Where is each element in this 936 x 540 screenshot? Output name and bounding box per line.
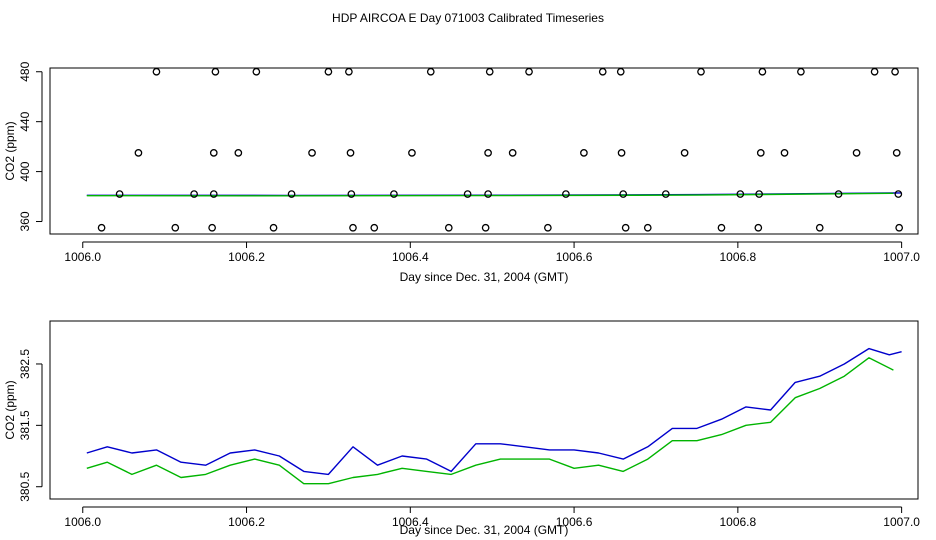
scatter-point — [891, 67, 899, 76]
scatter-point — [234, 149, 243, 157]
bottom-panel: 1006.0 1006.2 1006.4 1006.6 1006.8 1007.0 380.… — [3, 320, 920, 537]
series-line-1 — [86, 347, 902, 476]
x-tick-label: 1007.0 — [883, 250, 920, 264]
scatter-point — [134, 149, 143, 157]
scatter-point — [621, 223, 630, 232]
series-line-2 — [86, 357, 894, 485]
scatter-point — [349, 223, 357, 232]
scatter-point — [895, 223, 904, 232]
scatter-point — [390, 190, 398, 198]
scatter-point — [661, 190, 670, 198]
scatter-point — [463, 190, 472, 198]
scatter-point — [485, 67, 494, 76]
scatter-point — [680, 149, 689, 157]
x-tick-label: 1006.2 — [228, 515, 265, 529]
scatter-point — [287, 190, 296, 198]
scatter-point — [370, 223, 379, 232]
scatter-point — [190, 190, 198, 198]
top-panel: 1006.0 1006.2 1006.4 1006.6 1006.8 1007.0 360 4… — [3, 61, 920, 284]
scatter-point — [211, 67, 220, 76]
scatter-point — [797, 67, 805, 76]
scatter-point — [758, 67, 767, 76]
scatter-point — [152, 67, 161, 76]
y-tick-label: 360 — [18, 211, 32, 231]
scatter-point — [852, 149, 861, 157]
scatter-point — [580, 149, 588, 157]
top-series-lines — [86, 192, 902, 197]
y-tick-label: 381.5 — [18, 410, 32, 440]
bottom-y-axis-label: CO2 (ppm) — [3, 380, 17, 439]
scatter-point — [892, 149, 901, 157]
scatter-point — [252, 67, 261, 76]
scatter-point — [756, 149, 765, 157]
scatter-point — [616, 67, 625, 76]
scatter-point — [444, 223, 453, 232]
top-scatter-points — [97, 67, 904, 232]
scatter-point — [525, 67, 533, 76]
scatter-point — [484, 149, 492, 157]
bottom-x-axis-label: Day since Dec. 31, 2004 (GMT) — [400, 523, 569, 537]
scatter-point — [484, 190, 492, 198]
scatter-point — [481, 223, 490, 232]
scatter-point — [269, 223, 278, 232]
scatter-point — [426, 67, 435, 76]
scatter-point — [508, 149, 517, 157]
scatter-point — [408, 149, 416, 157]
scatter-point — [617, 149, 626, 157]
scatter-point — [308, 149, 316, 157]
x-tick-label: 1006.4 — [392, 515, 429, 529]
y-tick-label: 382.5 — [18, 349, 32, 379]
top-y-axis-label: CO2 (ppm) — [3, 121, 17, 180]
scatter-point — [619, 190, 628, 198]
y-tick-label: 380.5 — [18, 471, 32, 501]
scatter-point — [754, 223, 763, 232]
scatter-point — [780, 149, 789, 157]
x-tick-label: 1006.6 — [556, 250, 593, 264]
scatter-point — [598, 67, 607, 76]
scatter-point — [894, 190, 903, 198]
scatter-point — [346, 149, 355, 157]
x-tick-label: 1006.2 — [228, 250, 265, 264]
scatter-point — [870, 67, 879, 76]
x-tick-label: 1007.0 — [883, 515, 920, 529]
y-tick-label: 480 — [18, 61, 32, 81]
scatter-point — [209, 149, 218, 157]
x-tick-label: 1006.0 — [64, 515, 101, 529]
x-tick-label: 1006.0 — [64, 250, 101, 264]
figure-title: HDP AIRCOA E Day 071003 Calibrated Times… — [332, 11, 604, 25]
x-tick-label: 1006.4 — [392, 250, 429, 264]
top-axis-ticks: 1006.0 1006.2 1006.4 1006.6 1006.8 1007.0 360 4… — [18, 61, 920, 264]
scatter-point — [834, 190, 843, 198]
bottom-plot-frame — [49, 320, 919, 500]
top-plot-frame — [49, 67, 919, 235]
scatter-point — [643, 223, 652, 232]
y-tick-label: 440 — [18, 111, 32, 131]
scatter-point — [97, 223, 106, 232]
scatter-point — [736, 190, 745, 198]
scatter-point — [755, 190, 763, 198]
x-tick-label: 1006.8 — [719, 515, 756, 529]
scatter-point — [544, 223, 552, 232]
scatter-point — [347, 190, 356, 198]
scatter-point — [717, 223, 726, 232]
scatter-point — [324, 67, 333, 76]
scatter-point — [815, 223, 824, 232]
bottom-series-lines — [86, 347, 902, 485]
scatter-point — [562, 190, 570, 198]
y-tick-label: 400 — [18, 161, 32, 181]
scatter-point — [115, 190, 124, 198]
scatter-point — [209, 190, 218, 198]
scatter-point — [208, 223, 216, 232]
bottom-axis-ticks: 1006.0 1006.2 1006.4 1006.6 1006.8 1007.0 380.… — [18, 349, 920, 529]
x-tick-label: 1006.6 — [556, 515, 593, 529]
scatter-point — [697, 67, 705, 76]
top-x-axis-label: Day since Dec. 31, 2004 (GMT) — [400, 270, 569, 284]
scatter-point — [345, 67, 353, 76]
scatter-point — [171, 223, 180, 232]
x-tick-label: 1006.8 — [719, 250, 756, 264]
